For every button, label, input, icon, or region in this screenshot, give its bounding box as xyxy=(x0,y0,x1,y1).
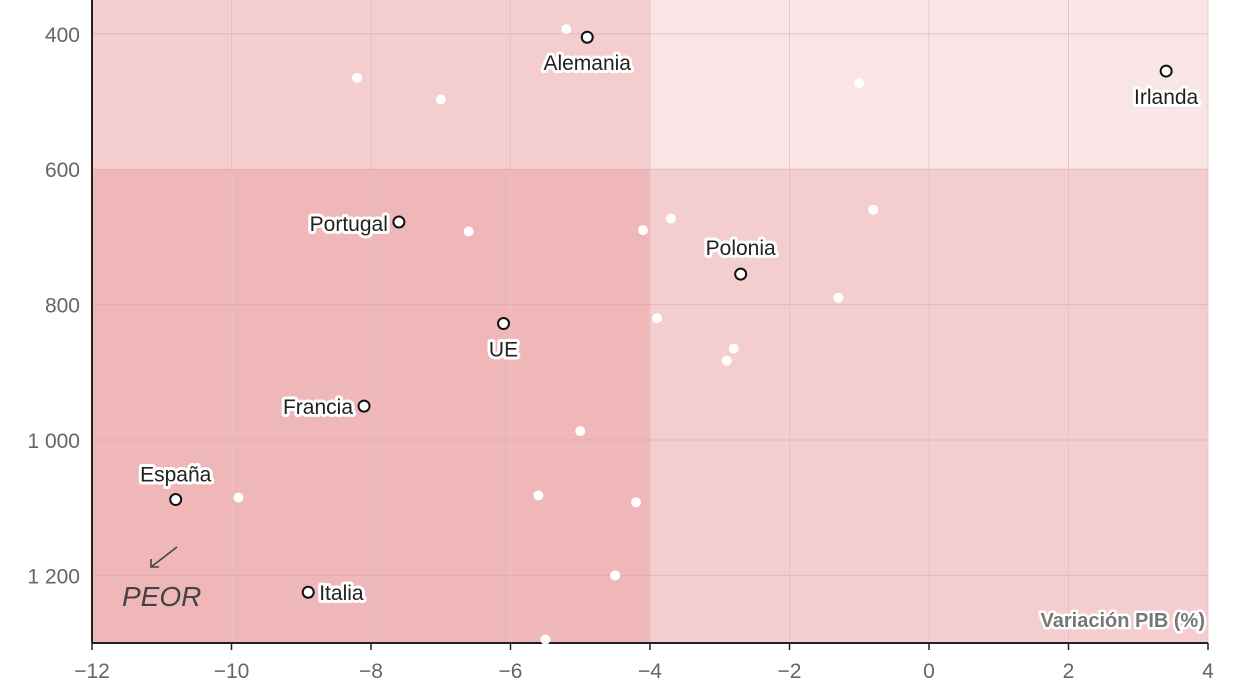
data-point xyxy=(631,497,642,508)
data-point xyxy=(651,313,662,324)
point-label: Italia xyxy=(319,582,364,605)
data-point xyxy=(540,634,551,645)
labeled-points xyxy=(169,30,1173,599)
point-label: Francia xyxy=(283,396,353,419)
point-label: Portugal xyxy=(310,213,388,236)
data-point xyxy=(833,292,844,303)
point-label: España xyxy=(140,464,212,487)
x-tick-label: −4 xyxy=(638,660,662,683)
x-tick-labels: −12 −10 −8 −6 −4 −2 0 2 4 xyxy=(74,643,1214,683)
x-tick-label: 0 xyxy=(923,660,935,683)
y-tick-label: 400 xyxy=(45,24,80,47)
y-tick-label: 1 200 xyxy=(27,565,80,588)
data-point xyxy=(463,226,474,237)
labeled-point xyxy=(734,267,748,281)
grid-lines xyxy=(92,0,1209,643)
y-tick-label: 600 xyxy=(45,159,80,182)
point-labels: Alemania Irlanda Portugal Polonia UE Francia E… xyxy=(137,49,1201,608)
point-label: UE xyxy=(489,339,518,362)
data-point xyxy=(435,94,446,105)
point-label: Polonia xyxy=(706,237,776,260)
unlabeled-points xyxy=(233,24,879,645)
peor-label: PEOR xyxy=(122,581,201,612)
labeled-point xyxy=(301,585,315,599)
data-point xyxy=(561,24,572,35)
data-point xyxy=(728,343,739,354)
x-tick-label: −10 xyxy=(214,660,250,683)
data-point xyxy=(638,225,649,236)
x-tick-label: 2 xyxy=(1063,660,1075,683)
x-tick-label: −12 xyxy=(74,660,110,683)
labeled-point xyxy=(169,493,183,507)
y-tick-labels: 400 600 800 1 000 1 200 xyxy=(27,24,80,588)
x-axis-label: Variación PIB (%) xyxy=(1041,610,1206,632)
data-point xyxy=(610,570,621,581)
peor-arrow-head xyxy=(150,559,159,568)
data-point xyxy=(721,355,732,366)
x-tick-label: −8 xyxy=(359,660,383,683)
y-tick-label: 1 000 xyxy=(27,430,80,453)
data-point xyxy=(665,213,676,224)
labeled-point xyxy=(392,215,406,229)
data-point xyxy=(233,492,244,503)
data-point xyxy=(868,204,879,215)
x-tick-label: 4 xyxy=(1202,660,1214,683)
data-point xyxy=(352,72,363,83)
labeled-point xyxy=(580,30,594,44)
labeled-point xyxy=(1159,64,1173,78)
labeled-point xyxy=(357,399,371,413)
point-label: Alemania xyxy=(543,52,631,75)
point-label: Irlanda xyxy=(1134,86,1199,109)
peor-annotation: PEOR xyxy=(122,546,201,612)
data-point xyxy=(533,490,544,501)
data-point xyxy=(575,426,586,437)
data-point xyxy=(854,78,865,89)
peor-arrow-line xyxy=(150,546,178,568)
y-tick-label: 800 xyxy=(45,295,80,318)
x-tick-label: −6 xyxy=(499,660,523,683)
labeled-point xyxy=(497,317,511,331)
x-tick-label: −2 xyxy=(778,660,802,683)
